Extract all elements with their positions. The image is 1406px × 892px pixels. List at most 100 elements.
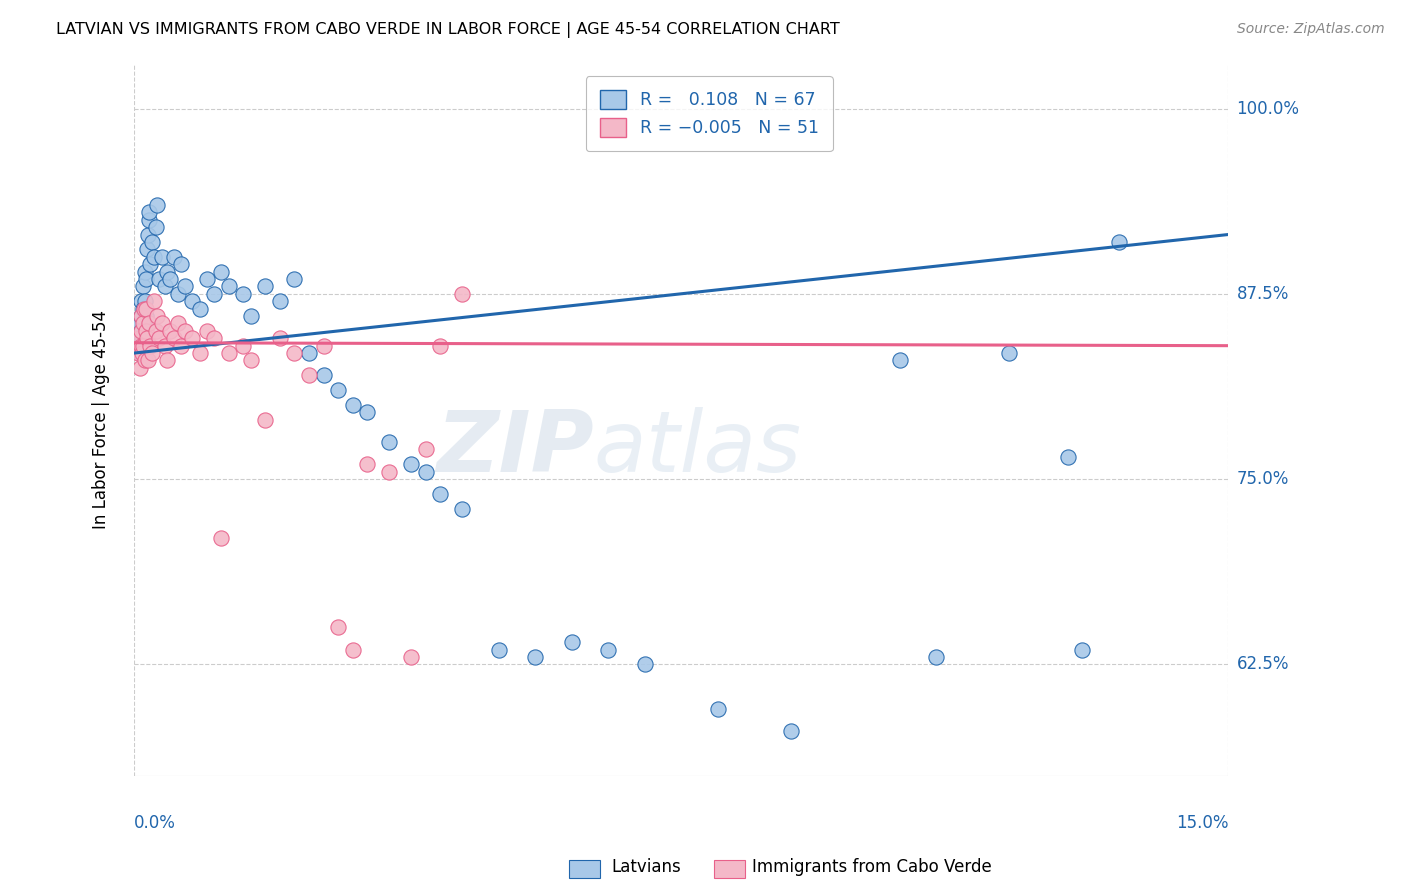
Point: [148, 272, 170, 286]
Point: [1071, 642, 1094, 657]
Point: [134, 317, 156, 331]
Point: [150, 317, 173, 331]
Point: [138, 205, 160, 219]
Point: [132, 339, 155, 353]
Point: [561, 635, 583, 649]
Point: [128, 317, 150, 331]
Point: [415, 442, 437, 457]
Point: [524, 649, 547, 664]
Point: [128, 331, 150, 345]
Point: [159, 272, 181, 286]
Point: [328, 620, 350, 634]
Point: [170, 257, 193, 271]
Point: [141, 235, 163, 249]
Text: 62.5%: 62.5%: [1237, 656, 1289, 673]
Point: [127, 346, 149, 360]
Point: [135, 301, 157, 316]
Point: [1108, 235, 1130, 249]
Point: [136, 243, 159, 257]
Point: [254, 279, 277, 293]
Point: [269, 294, 291, 309]
Point: [145, 324, 167, 338]
Text: 15.0%: 15.0%: [1175, 814, 1229, 832]
Point: [129, 324, 152, 338]
Point: [202, 331, 225, 345]
Point: [136, 331, 159, 345]
Y-axis label: In Labor Force | Age 45-54: In Labor Force | Age 45-54: [93, 310, 110, 529]
Point: [779, 724, 801, 739]
Point: [135, 324, 157, 338]
Point: [378, 465, 401, 479]
Text: LATVIAN VS IMMIGRANTS FROM CABO VERDE IN LABOR FORCE | AGE 45-54 CORRELATION CHA: LATVIAN VS IMMIGRANTS FROM CABO VERDE IN…: [56, 22, 839, 38]
Point: [283, 272, 305, 286]
Text: ZIP: ZIP: [436, 407, 593, 490]
Text: 75.0%: 75.0%: [1237, 470, 1289, 488]
Point: [232, 339, 254, 353]
Point: [706, 702, 728, 716]
Point: [312, 339, 335, 353]
Point: [211, 264, 233, 278]
Point: [356, 405, 378, 419]
Point: [136, 353, 159, 368]
Point: [139, 257, 162, 271]
Point: [174, 279, 197, 293]
Point: [134, 353, 156, 368]
Point: [925, 649, 948, 664]
Point: [239, 353, 262, 368]
Point: [399, 457, 422, 471]
Point: [298, 368, 321, 383]
Point: [156, 353, 179, 368]
Text: atlas: atlas: [593, 407, 801, 490]
Point: [142, 294, 165, 309]
Point: [153, 339, 176, 353]
Point: [195, 324, 218, 338]
Point: [195, 272, 218, 286]
Point: [142, 250, 165, 264]
Point: [148, 331, 170, 345]
Text: Latvians: Latvians: [612, 858, 682, 876]
Point: [153, 279, 176, 293]
Point: [129, 339, 152, 353]
Point: [134, 301, 156, 316]
Point: [188, 301, 211, 316]
Point: [135, 272, 157, 286]
Point: [134, 264, 156, 278]
Point: [163, 250, 186, 264]
Point: [181, 331, 204, 345]
Point: [129, 294, 152, 309]
Point: [1056, 450, 1078, 464]
Text: 87.5%: 87.5%: [1237, 285, 1289, 302]
Point: [488, 642, 510, 657]
Point: [138, 212, 160, 227]
Point: [312, 368, 335, 383]
Point: [269, 331, 291, 345]
Point: [633, 657, 655, 672]
Point: [141, 346, 163, 360]
Point: [181, 294, 204, 309]
Point: [378, 435, 401, 450]
Point: [134, 294, 156, 309]
Point: [138, 317, 160, 331]
Point: [451, 286, 474, 301]
Point: [156, 264, 179, 278]
Point: [129, 309, 152, 323]
Point: [239, 309, 262, 323]
Point: [129, 309, 152, 323]
Point: [202, 286, 225, 301]
Point: [328, 383, 350, 397]
Point: [128, 346, 150, 360]
Point: [128, 360, 150, 375]
Text: Source: ZipAtlas.com: Source: ZipAtlas.com: [1237, 22, 1385, 37]
Point: [127, 339, 149, 353]
Point: [889, 353, 911, 368]
Point: [429, 339, 451, 353]
Point: [254, 413, 277, 427]
Point: [188, 346, 211, 360]
Point: [429, 487, 451, 501]
Point: [598, 642, 620, 657]
Point: [131, 301, 153, 316]
Point: [451, 501, 474, 516]
Text: Immigrants from Cabo Verde: Immigrants from Cabo Verde: [752, 858, 993, 876]
Point: [131, 317, 153, 331]
Point: [218, 279, 240, 293]
